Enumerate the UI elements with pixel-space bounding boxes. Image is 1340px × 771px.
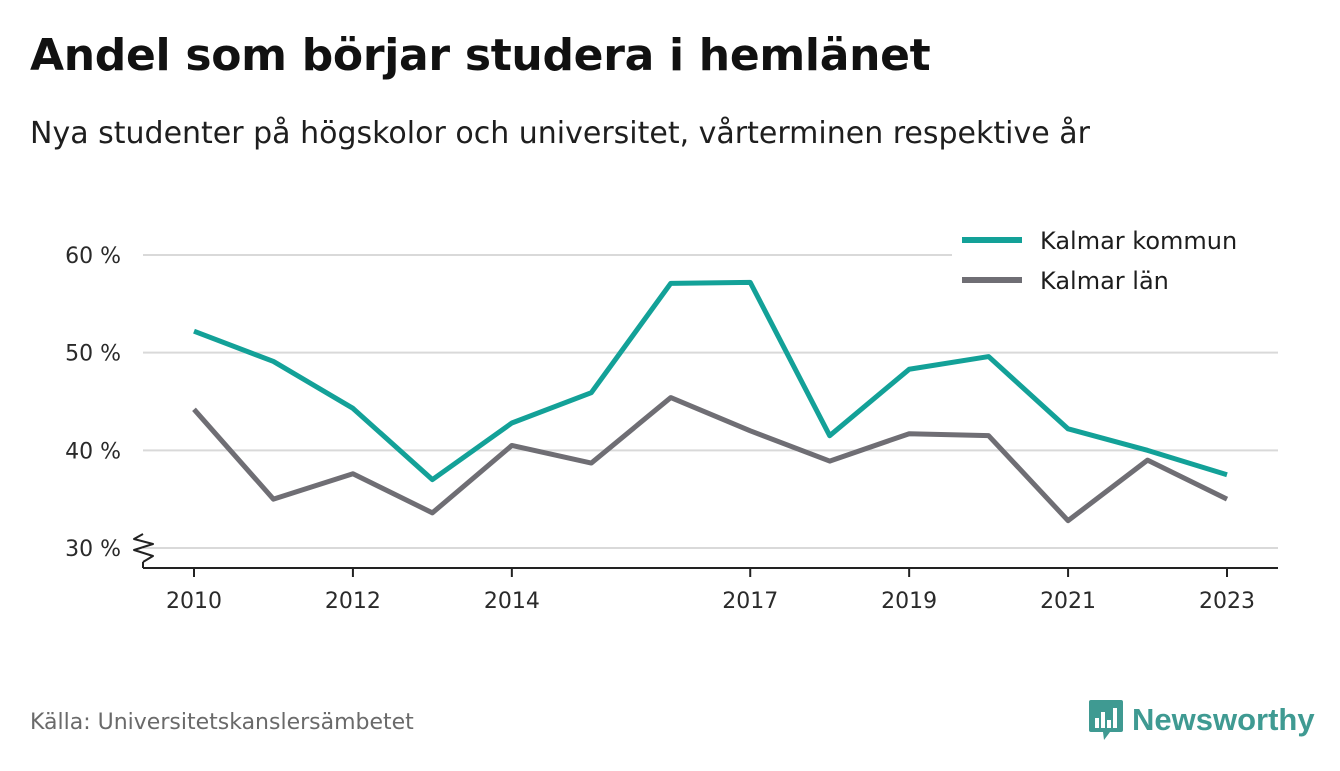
legend-label-1: Kalmar län [1040,267,1169,295]
x-tick-label-2014: 2014 [484,589,540,614]
x-tick-label-2010: 2010 [166,589,222,614]
axis-break-marker [133,533,154,563]
y-tick-label-50: 50 % [65,342,121,367]
x-tick-label-2017: 2017 [722,589,778,614]
legend-label-0: Kalmar kommun [1040,227,1237,255]
y-tick-label-40: 40 % [65,439,121,464]
x-tick-labels: 2010 2012 2014 2017 2019 2021 2023 [166,568,1255,614]
y-tick-label-30: 30 % [65,537,121,562]
series-lines [192,279,1229,524]
chart-subtitle: Nya studenter på högskolor och universit… [30,116,1090,151]
brand-name: Newsworthy [1132,702,1315,737]
series-line-0 [193,279,1228,483]
y-tick-labels: 30 % 40 % 50 % 60 % [65,244,121,562]
source-note: Källa: Universitetskanslersämbetet [30,710,414,735]
y-tick-label-60: 60 % [65,244,121,269]
x-tick-label-2019: 2019 [881,589,937,614]
x-tick-label-2023: 2023 [1199,589,1255,614]
series-line-1 [192,395,1229,524]
x-tick-label-2021: 2021 [1040,589,1096,614]
legend-background [952,222,1278,300]
brand-logo: Newsworthy [1088,698,1315,742]
x-tick-label-2012: 2012 [325,589,381,614]
legend: Kalmar kommun Kalmar län [952,222,1278,300]
axes [133,533,1278,569]
newsworthy-logo-icon [1089,700,1123,740]
chart-title: Andel som börjar studera i hemlänet [30,30,931,81]
